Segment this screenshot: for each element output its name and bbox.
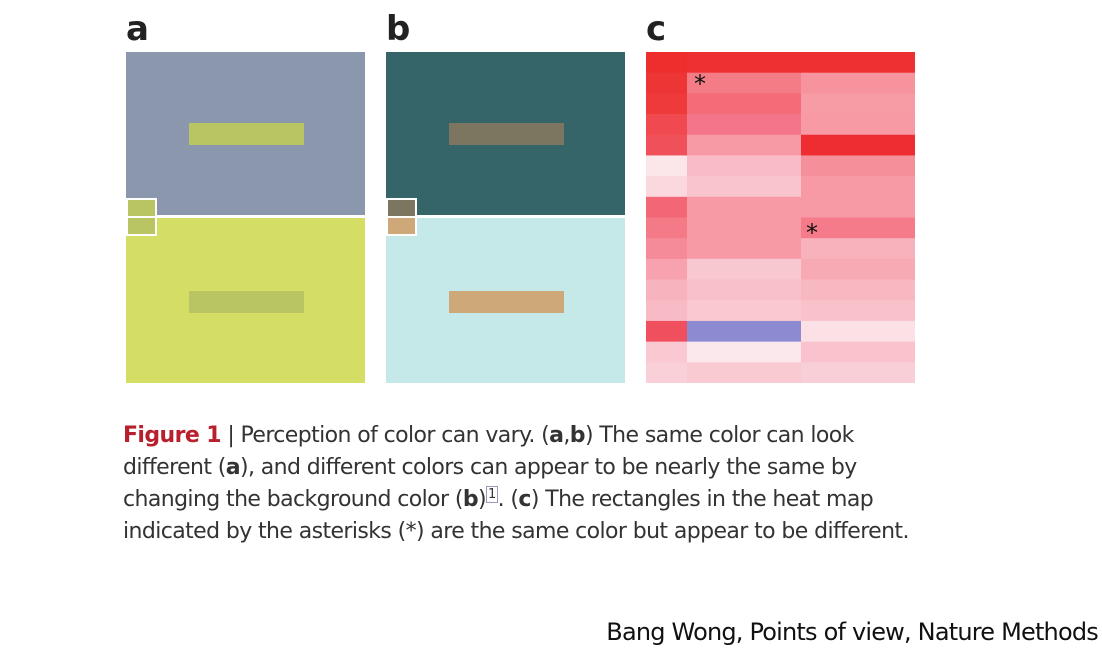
heatmap-cell: [687, 300, 801, 322]
figure-caption: Figure 1 | Perception of color can vary.…: [123, 420, 943, 548]
caption-text: ) The rectangles in the heat map indicat…: [123, 487, 909, 544]
caption-text: ) The same color can look different (: [123, 423, 854, 480]
caption-separator: |: [220, 423, 241, 448]
heatmap-cell: [646, 341, 687, 363]
heatmap-cell: [801, 93, 915, 115]
heatmap-cell: [646, 300, 687, 322]
panel-a-bottom-background: [126, 218, 365, 383]
heatmap-cell: [801, 362, 915, 383]
heatmap-asterisk-2: *: [806, 219, 818, 247]
panel-c-heatmap: * *: [646, 52, 915, 383]
panel-b-swatch-bottom: [388, 218, 415, 234]
heatmap-cell: [687, 320, 801, 343]
caption-text: ): [477, 487, 487, 512]
heatmap-cell: [687, 52, 801, 74]
panel-a-swatch-top: [128, 200, 155, 216]
heatmap-cell: [687, 258, 801, 281]
heatmap-cell: [801, 279, 915, 301]
panel-a-bottom-rectangle: [189, 291, 304, 313]
heatmap-cell: [646, 362, 687, 383]
heatmap-cell: [687, 279, 801, 301]
panel-b-swatch-top: [388, 200, 415, 216]
panel-a-top-rectangle: [189, 123, 304, 145]
heatmap-cell: [801, 196, 915, 219]
heatmap-cell: [801, 72, 915, 94]
heatmap-cell: [646, 279, 687, 301]
heatmap-cell: [646, 258, 687, 281]
heatmap-cell: [801, 52, 915, 74]
heatmap-cell: [687, 217, 801, 239]
caption-ref-b: b: [569, 423, 586, 448]
heatmap-cell: [801, 114, 915, 136]
heatmap-cell: [687, 341, 801, 363]
heatmap-cell: [646, 114, 687, 136]
figure-label: Figure 1: [123, 423, 222, 448]
panel-b-top-background: [386, 52, 625, 215]
caption-text: ), and different colors can appear to be…: [123, 455, 857, 512]
heatmap-cell: [801, 238, 915, 260]
caption-ref-c: c: [518, 487, 531, 512]
heatmap-cell: [801, 217, 915, 239]
heatmap-cell: [646, 134, 687, 157]
heatmap-cell: [646, 93, 687, 115]
citation-link[interactable]: 1: [485, 485, 498, 503]
heatmap-cell: [687, 93, 801, 115]
panel-b-bottom-background: [386, 218, 625, 383]
heatmap-cell: [801, 155, 915, 177]
panel-b-top-rectangle: [449, 123, 564, 145]
heatmap-cell: [687, 155, 801, 177]
caption-ref-b: b: [462, 487, 479, 512]
heatmap-cell: [646, 238, 687, 260]
heatmap-cell: [801, 341, 915, 363]
caption-text: Perception of color can vary. (: [240, 423, 550, 448]
caption-text: ,: [563, 423, 570, 448]
caption-text: . (: [497, 487, 519, 512]
heatmap-cell: [801, 320, 915, 343]
caption-ref-a: a: [549, 423, 564, 448]
heatmap-cell: [687, 134, 801, 157]
heatmap-asterisk-1: *: [694, 70, 706, 98]
heatmap-cell: [646, 217, 687, 239]
heatmap-cell: [687, 176, 801, 198]
heatmap-cell: [646, 320, 687, 343]
panel-b-bottom-rectangle: [449, 291, 564, 313]
panel-b: [386, 52, 625, 383]
heatmap-cell: [801, 300, 915, 322]
heatmap-cell: [687, 196, 801, 219]
panel-c-label: c: [646, 9, 667, 49]
panel-a-comparison-swatches: [126, 198, 157, 236]
heatmap-cell: [801, 134, 915, 157]
heatmap-cell: [646, 155, 687, 177]
panel-a: [126, 52, 365, 383]
heatmap-cell: [646, 72, 687, 94]
panel-b-label: b: [386, 9, 411, 49]
heatmap-cell: [646, 52, 687, 74]
heatmap-cell: [801, 176, 915, 198]
heatmap-cell: [687, 238, 801, 260]
panel-b-comparison-swatches: [386, 198, 417, 236]
panel-a-label: a: [126, 9, 149, 49]
panel-a-top-background: [126, 52, 365, 215]
heatmap-cell: [646, 196, 687, 219]
heatmap-cell: [801, 258, 915, 281]
heatmap-cell: [687, 114, 801, 136]
caption-ref-a: a: [225, 455, 241, 480]
panel-a-swatch-bottom: [128, 218, 155, 234]
heatmap-cell: [646, 176, 687, 198]
source-credit: Bang Wong, Points of view, Nature Method…: [606, 618, 1099, 646]
heatmap-cell: [687, 362, 801, 383]
heatmap-cell: [687, 72, 801, 94]
